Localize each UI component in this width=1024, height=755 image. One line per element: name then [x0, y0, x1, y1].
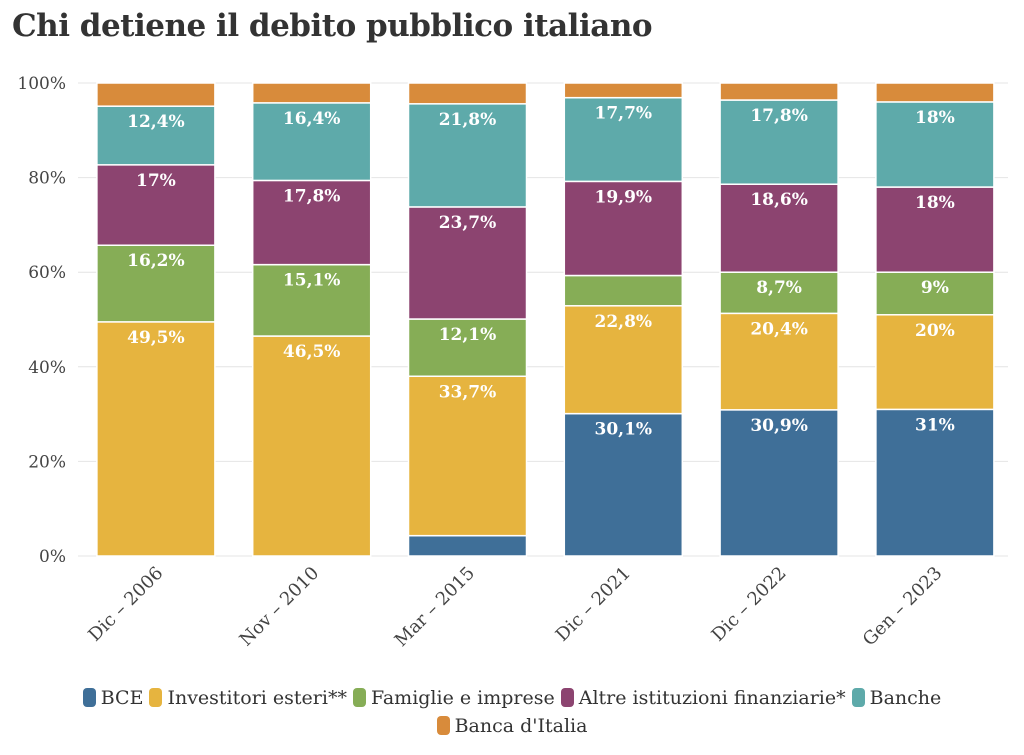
bar-segment — [96, 164, 216, 246]
bar-segment — [719, 82, 839, 101]
data-label: 23,7% — [439, 213, 497, 233]
legend: BCE Investitori esteri** Famiglie e impres… — [0, 684, 1024, 740]
legend-swatch — [851, 688, 865, 707]
x-tick-label: Dic – 2022 — [708, 563, 791, 646]
data-label: 30,1% — [595, 420, 653, 440]
stacked-bar-chart: 0% 20% 40% 60% 80% 100% 49,5% 16,2% 17% 12,4% Dic … — [17, 74, 1008, 651]
legend-label: Banche — [869, 687, 942, 709]
bar-segment — [563, 82, 684, 99]
bar-segment — [875, 408, 995, 557]
data-label: 17,7% — [595, 104, 653, 124]
bar-segment — [875, 101, 995, 188]
data-label: 18% — [915, 108, 955, 128]
x-tick-label: Nov – 2010 — [236, 563, 324, 651]
bar-segment — [719, 183, 839, 273]
data-label: 18% — [915, 193, 955, 213]
legend-item: Altre istituzioni finanziarie* — [560, 684, 846, 712]
legend-item: BCE — [82, 684, 144, 712]
legend-label: Investitori esteri** — [167, 687, 347, 709]
legend-item: Investitori esteri** — [149, 684, 347, 712]
bar-segment — [719, 409, 839, 557]
x-tick-label: Dic – 2021 — [552, 563, 635, 646]
data-label: 18,6% — [750, 190, 808, 210]
bar-segment — [407, 534, 528, 557]
y-tick-label: 60% — [28, 263, 66, 283]
data-label: 30,9% — [750, 416, 808, 436]
bar-segment — [407, 103, 528, 208]
legend-swatch — [352, 688, 366, 707]
bar-segment — [407, 318, 528, 378]
data-label: 17% — [136, 171, 176, 191]
data-label: 12,4% — [127, 112, 185, 132]
bar-segment — [251, 179, 372, 266]
data-label: 17,8% — [283, 186, 341, 206]
bar-segment — [96, 244, 216, 323]
data-label: 49,5% — [127, 328, 185, 348]
data-label: 46,5% — [283, 342, 341, 362]
bar-segment — [563, 180, 684, 277]
bar-segment — [719, 312, 839, 411]
data-label: 16,2% — [127, 251, 185, 271]
bar-segment — [251, 102, 372, 182]
bar-segment — [96, 321, 216, 557]
data-label: 22,8% — [595, 312, 653, 332]
x-tick-label: Gen – 2023 — [859, 563, 947, 651]
bar-segment — [875, 271, 995, 316]
data-label: 20,4% — [750, 319, 808, 339]
data-label: 12,1% — [439, 325, 497, 345]
data-label: 8,7% — [756, 278, 802, 298]
bar-segment — [563, 274, 684, 307]
data-label: 20% — [915, 321, 955, 341]
data-label: 9% — [921, 278, 949, 298]
data-label: 33,7% — [439, 382, 497, 402]
x-tick-label: Mar – 2015 — [391, 563, 479, 651]
legend-label: Famiglie e imprese — [370, 687, 555, 709]
legend-label: BCE — [100, 687, 144, 709]
bar-segment — [251, 82, 372, 104]
bar-segment — [96, 82, 216, 107]
legend-swatch — [82, 688, 96, 707]
chart-title: Chi detiene il debito pubblico italiano — [12, 8, 653, 44]
y-tick-label: 20% — [28, 452, 66, 472]
y-tick-label: 40% — [28, 358, 66, 378]
legend-swatch — [560, 688, 574, 707]
bar-segment — [875, 314, 995, 411]
y-tick-label: 100% — [17, 74, 66, 94]
data-label: 17,8% — [750, 106, 808, 126]
bar-segment — [563, 305, 684, 415]
legend-label: Altre istituzioni finanziarie* — [578, 687, 846, 709]
data-label: 21,8% — [439, 110, 497, 130]
data-label: 19,9% — [595, 187, 653, 207]
data-label: 31% — [915, 415, 955, 435]
data-label: 15,1% — [283, 271, 341, 291]
legend-item: Famiglie e imprese — [352, 684, 555, 712]
bar-segment — [563, 96, 684, 183]
bar-segment — [407, 82, 528, 105]
data-label: 16,4% — [283, 109, 341, 129]
y-tick-label: 0% — [39, 547, 66, 567]
bar-segment — [407, 206, 528, 320]
bar-segment — [875, 186, 995, 273]
legend-swatch — [436, 716, 450, 735]
bar-segment — [251, 335, 372, 557]
bar-segment — [719, 271, 839, 315]
bar-segment — [719, 99, 839, 185]
bar-segment — [251, 263, 372, 337]
legend-swatch — [149, 688, 163, 707]
legend-item: Banche — [851, 684, 942, 712]
legend-label: Banca d'Italia — [454, 715, 588, 737]
bar-segment — [875, 82, 995, 103]
x-tick-label: Dic – 2006 — [84, 563, 167, 646]
legend-item: Banca d'Italia — [436, 712, 588, 740]
y-tick-label: 80% — [28, 169, 66, 189]
